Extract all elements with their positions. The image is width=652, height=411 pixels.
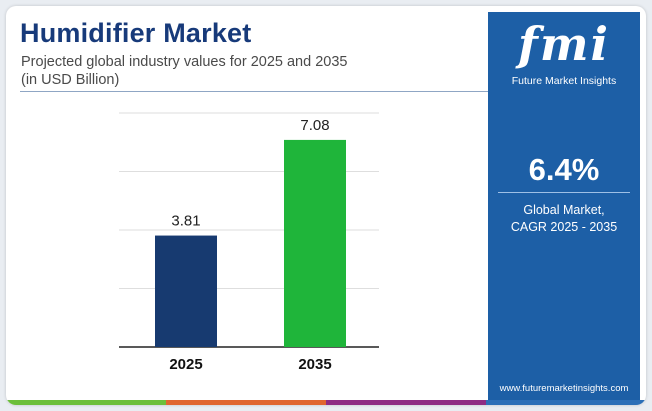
data-label-2035: 7.08 (300, 117, 329, 134)
chart-title: Humidifier Market (20, 18, 252, 48)
cagr-label: Global Market, CAGR 2025 - 2035 (488, 202, 640, 236)
logo-subtext: Future Market Insights (511, 75, 617, 87)
bar-2035 (284, 139, 346, 347)
cagr-value: 6.4% (528, 152, 600, 187)
cagr-label-line-2: CAGR 2025 - 2035 (510, 220, 618, 234)
chart-subtitle: Projected global industry values for 202… (21, 53, 347, 89)
cagr-divider (498, 192, 630, 193)
data-label-2025: 3.81 (171, 213, 200, 230)
side-panel: fmi Future Market Insights 6.4% Global M… (488, 12, 640, 400)
subtitle-line-1: Projected global industry values for 202… (21, 54, 348, 70)
x-tick-label-2025: 2025 (169, 356, 202, 373)
x-tick-label-2035: 2035 (298, 356, 331, 373)
website-link[interactable]: www.futuremarketinsights.com (499, 383, 629, 394)
stripe-segment (326, 400, 486, 405)
bar-chart: 3.81 2025 7.08 2035 (119, 112, 379, 373)
stripe-segment (6, 400, 166, 405)
stripe-segment (166, 400, 326, 405)
bar-2025 (155, 235, 217, 347)
chart-card: Humidifier Market Projected global indus… (6, 6, 646, 405)
cagr-label-line-1: Global Market, (523, 203, 605, 217)
stripe-segment (486, 400, 646, 405)
title-divider (20, 91, 490, 92)
subtitle-line-2: (in USD Billion) (21, 72, 120, 88)
fmi-logo: fmi (518, 17, 610, 71)
bars: 3.81 2025 7.08 2035 (155, 117, 346, 373)
